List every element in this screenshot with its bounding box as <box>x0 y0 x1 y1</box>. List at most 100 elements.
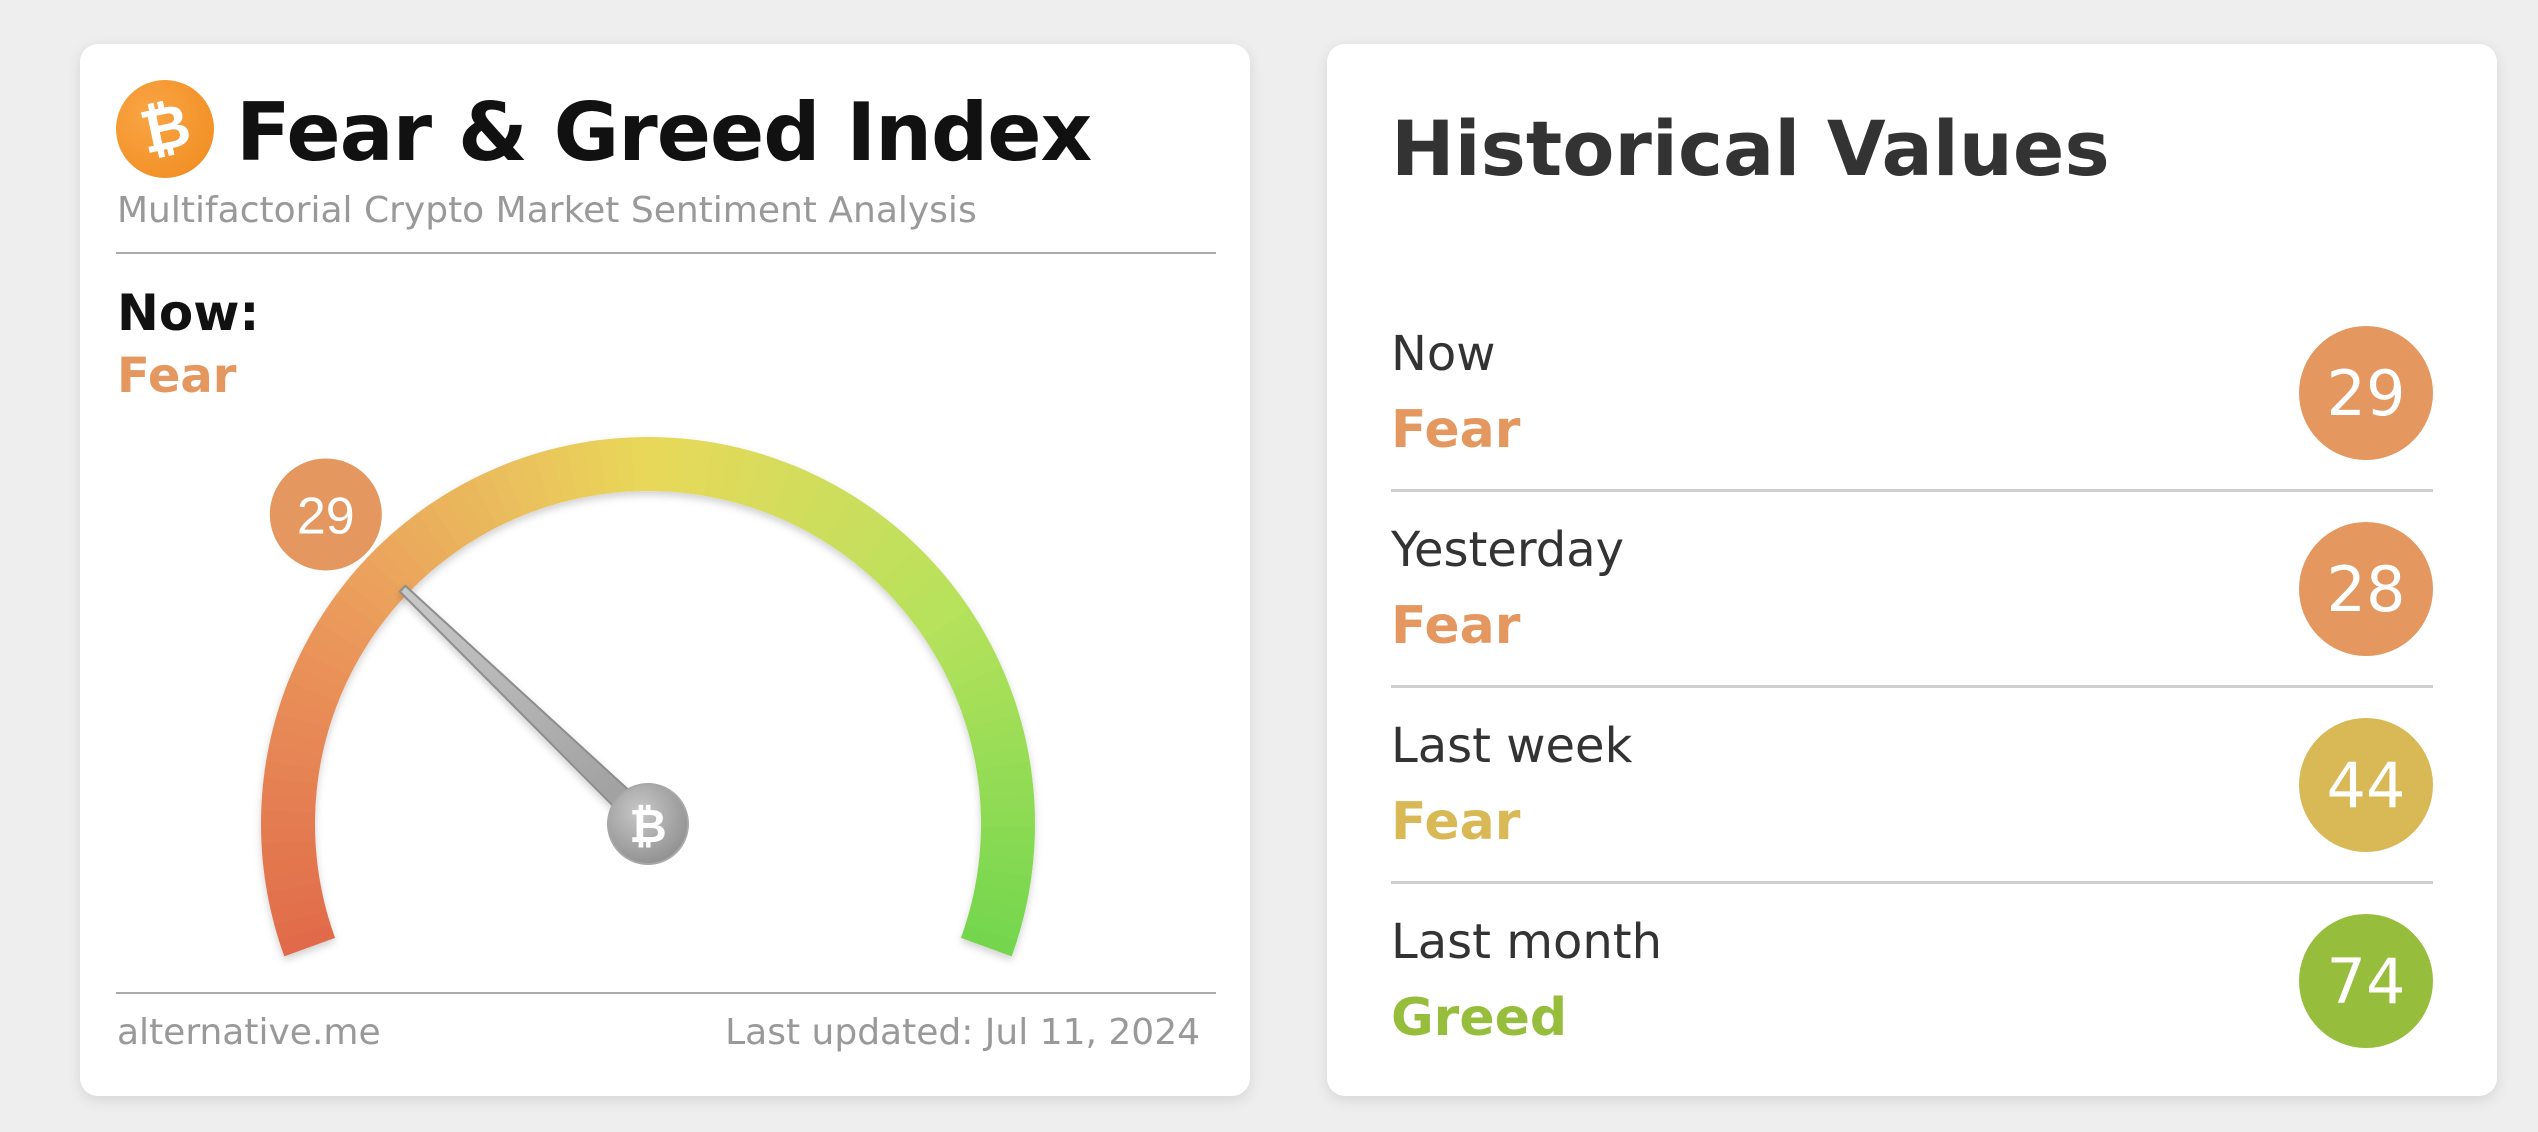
gauge-arc-segment <box>772 465 809 522</box>
period-label: Now <box>1391 326 1496 382</box>
gauge-value-badge: 29 <box>269 458 382 571</box>
value-badge: 28 <box>2299 522 2433 656</box>
gauge-arc-segment <box>889 557 941 606</box>
gauge-arc-segment <box>403 513 450 566</box>
gauge-arc-segment <box>798 478 839 535</box>
gauge-arc-segment <box>309 622 364 664</box>
card-subtitle: Multifactorial Crypto Market Sentiment A… <box>117 190 977 231</box>
history-row-last-week: Last week Fear 44 <box>1391 688 2433 884</box>
period-label: Yesterday <box>1391 522 1625 578</box>
gauge-arc-segment <box>518 453 551 511</box>
value-badge: 74 <box>2299 914 2433 1048</box>
gauge-arc-segment <box>269 728 326 757</box>
gauge-arc-segment <box>978 777 1034 799</box>
gauge-arc-segment <box>969 897 1026 926</box>
gauge-arc-segment <box>430 494 474 549</box>
gauge-arc-segment <box>301 636 357 676</box>
gauge-arc-segment <box>444 486 486 541</box>
card-title: Fear & Greed Index <box>236 86 1092 179</box>
gauge-arc-segment <box>823 495 867 550</box>
history-row-yesterday: Yesterday Fear 28 <box>1391 492 2433 688</box>
gauge-arc-segment <box>648 437 666 492</box>
footer-site-link[interactable]: alternative.me <box>117 1012 381 1053</box>
gauge-arc-segment <box>916 595 971 640</box>
gauge-arc-segment <box>962 697 1019 730</box>
gauge-arc-segment <box>261 840 317 860</box>
gauge-arc-segment <box>261 825 316 844</box>
sentiment-gauge: ₿ 29 <box>261 437 1035 957</box>
gauge-arc-segment <box>979 840 1035 861</box>
gauge-arc-segment <box>472 471 511 528</box>
status-label: Fear <box>1391 596 1521 656</box>
status-label: Fear <box>1391 792 1521 852</box>
gauge-arc-segment <box>759 459 794 516</box>
divider <box>116 252 1216 254</box>
gauge-arc-segment <box>718 445 747 503</box>
status-label: Greed <box>1391 988 1568 1048</box>
gauge-arc-segment <box>282 681 339 715</box>
gauge-arc-segment <box>835 504 880 558</box>
gauge-arc-segment <box>972 883 1029 910</box>
gauge-arc-segment <box>662 437 682 493</box>
gauge-arc-segment <box>278 923 336 957</box>
gauge-arc-segment <box>980 826 1035 845</box>
gauge-arc-segment <box>811 486 853 542</box>
value-badge: 44 <box>2299 718 2433 852</box>
gauge-arc-segment <box>946 651 1002 690</box>
gauge-arc-segment <box>266 744 323 770</box>
gauge-needle <box>398 584 658 835</box>
gauge-arc-segment <box>615 437 635 493</box>
gauge-arc-segment <box>262 854 319 877</box>
gauge-arc-segment <box>550 445 579 502</box>
divider <box>116 992 1216 994</box>
gauge-arc-segment <box>534 449 565 506</box>
gauge-arc-segment <box>967 713 1024 743</box>
gauge-arc-segment <box>785 471 824 528</box>
gauge-arc-segment <box>582 440 607 496</box>
gauge-arc-segment <box>868 534 918 585</box>
period-label: Last month <box>1391 914 1663 970</box>
gauge-arc-segment <box>379 533 428 585</box>
gauge-arc-segment <box>598 438 621 494</box>
gauge-arc-segment <box>294 650 351 689</box>
gauge-arc-segment <box>356 556 408 606</box>
bitcoin-logo-icon: ₿ <box>116 80 214 178</box>
gauge-arc-segment <box>976 761 1033 785</box>
history-row-now: Now Fear 29 <box>1391 296 2433 492</box>
gauge-arc-segment <box>980 810 1035 828</box>
historical-values-card: Historical Values Now Fear 29 Yesterday … <box>1327 44 2497 1096</box>
gauge-arc-segment <box>326 594 380 639</box>
gauge-arc-segment <box>939 637 995 677</box>
gauge-arc-segment <box>932 622 988 664</box>
gauge-arc-segment <box>745 454 779 511</box>
gauge-arc-segment <box>960 924 1017 957</box>
gauge-arc-segment <box>503 459 538 516</box>
gauge-value-label: 29 <box>297 487 355 545</box>
status-label: Fear <box>1391 400 1521 460</box>
gauge-arc-segment <box>367 545 418 595</box>
gauge-arc-segment <box>335 581 389 628</box>
gauge-hub-glyph: ₿ <box>629 799 667 853</box>
gauge-arc-segment <box>288 665 345 702</box>
historical-values-title: Historical Values <box>1391 104 2110 193</box>
gauge-arc-segment <box>879 545 930 596</box>
gauge-arc-segment <box>274 910 331 941</box>
value-badge: 29 <box>2299 326 2433 460</box>
gauge-arc-segment <box>270 896 327 925</box>
gauge-hub-icon: ₿ <box>607 783 689 865</box>
gauge-arc-segment <box>263 760 320 785</box>
now-label: Now: <box>117 284 260 342</box>
gauge-needle-pointer <box>398 584 658 835</box>
gauge-arc-segment <box>979 794 1035 814</box>
gauge-arc-segment <box>898 569 951 617</box>
gauge-arc-segment <box>924 608 979 652</box>
divider <box>1391 685 2433 688</box>
divider <box>1391 881 2433 884</box>
gauge-arc-segment <box>277 696 334 729</box>
gauge-arc-segment <box>261 793 317 813</box>
gauge-arc-segment <box>391 523 439 575</box>
gauge-arc-segment <box>965 910 1022 942</box>
now-status: Fear <box>117 348 237 404</box>
gauge-arc-segment <box>261 809 316 828</box>
gauge-arc-segment <box>858 523 906 576</box>
